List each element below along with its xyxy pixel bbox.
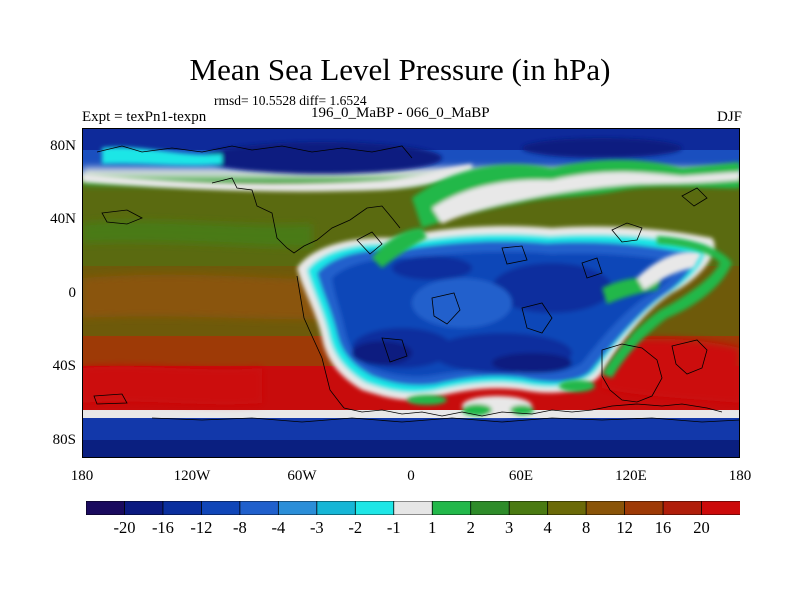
- colorbar-swatch: [316, 501, 357, 515]
- colorbar-swatch: [508, 501, 549, 515]
- colorbar-swatch: [701, 501, 740, 515]
- colorbar-swatch: [624, 501, 664, 515]
- colorbar-swatch: [585, 501, 626, 515]
- colorbar-swatch: [393, 501, 434, 515]
- colorbar-label: 20: [693, 518, 710, 537]
- colorbar-label: 4: [543, 518, 552, 537]
- pressure-map: [82, 128, 740, 458]
- colorbar-label: -16: [151, 518, 174, 537]
- experiment-label: Expt = texPn1-texpn: [82, 109, 207, 125]
- lat-tick-40s: 40S: [52, 358, 76, 374]
- lat-tick-40n: 40N: [50, 211, 76, 227]
- map-frame: [82, 128, 740, 458]
- colorbar: [86, 501, 740, 515]
- colorbar-label: -8: [233, 518, 247, 537]
- colorbar-label: -20: [113, 518, 136, 537]
- colorbar-swatch: [547, 501, 588, 515]
- colorbar-label: -12: [190, 518, 213, 537]
- colorbar-label: 12: [616, 518, 633, 537]
- colorbar-swatch: [86, 501, 126, 515]
- lat-tick-80s: 80S: [52, 432, 76, 448]
- stats-label: rmsd= 10.5528 diff= 1.6524: [214, 93, 367, 108]
- colorbar-label: -2: [348, 518, 363, 537]
- lon-tick-120w: 120W: [173, 468, 211, 484]
- colorbar-swatch: [162, 501, 203, 515]
- colorbar-label: -4: [271, 518, 286, 537]
- lon-tick-180w: 180: [70, 468, 94, 484]
- lat-tick-80n: 80N: [50, 138, 76, 154]
- colorbar-swatch: [431, 501, 472, 515]
- season-label: DJF: [716, 109, 742, 125]
- lon-tick-180e: 180: [728, 468, 752, 484]
- colorbar-swatch: [277, 501, 318, 515]
- lon-tick-0: 0: [407, 468, 415, 484]
- colorbar-swatch: [201, 501, 241, 515]
- colorbar-label: 1: [428, 518, 437, 537]
- band-antarctic-deep: [82, 440, 740, 458]
- colorbar-label: 8: [581, 518, 591, 537]
- lat-tick-0: 0: [68, 285, 77, 301]
- coastline: [93, 145, 740, 423]
- lon-tick-60w: 60W: [287, 468, 317, 484]
- colorbar-label: -1: [386, 518, 401, 537]
- colorbar-label: 2: [466, 518, 475, 537]
- map-title: Mean Sea Level Pressure (in hPa): [189, 52, 611, 87]
- colorbar-swatch: [470, 501, 511, 515]
- colorbar-swatch: [239, 501, 280, 515]
- colorbar-label: -3: [309, 518, 324, 537]
- lon-tick-120e: 120E: [615, 468, 647, 484]
- lon-tick-60e: 60E: [508, 468, 534, 484]
- colorbar-swatch: [354, 501, 395, 515]
- colorbar-label: 16: [654, 518, 672, 537]
- band-antarctic-edge: [82, 410, 740, 418]
- colorbar-label: 3: [505, 518, 514, 537]
- colorbar-swatch: [124, 501, 164, 515]
- colorbar-swatch: [662, 501, 703, 515]
- difference-label: 196_0_MaBP - 066_0_MaBP: [311, 105, 490, 121]
